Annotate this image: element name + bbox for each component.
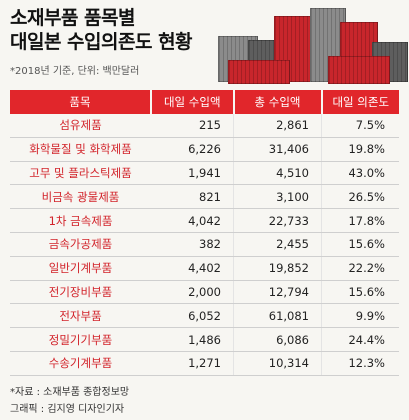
- shipping-containers-illustration: [218, 6, 408, 84]
- item-cell: 섬유제품: [10, 114, 151, 138]
- item-cell: 전기장비부품: [10, 280, 151, 305]
- total-imports-cell: 6,086: [233, 327, 322, 352]
- japan-imports-cell: 6,052: [151, 303, 234, 329]
- dependency-cell: 19.8%: [321, 137, 399, 162]
- container-block: [228, 60, 290, 84]
- table-row: 고무 및 플라스틱제품 1,941 4,510 43.0%: [10, 161, 399, 186]
- item-cell: 전자부품: [10, 303, 151, 329]
- header-item: 품목: [10, 90, 152, 114]
- dependency-cell: 43.0%: [321, 161, 399, 186]
- header-dependency: 대일 의존도: [321, 90, 399, 114]
- table-row: 화학물질 및 화학제품 6,226 31,406 19.8%: [10, 137, 399, 162]
- title-line-2: 대일본 수입의존도 현황: [10, 31, 193, 53]
- source-note: *자료 : 소재부품 종합정보망: [10, 387, 130, 398]
- japan-imports-cell: 382: [151, 232, 234, 257]
- japan-imports-cell: 1,941: [151, 161, 234, 186]
- dependency-cell: 7.5%: [321, 114, 399, 138]
- page-title: 소재부품 품목별 대일본 수입의존도 현황: [10, 6, 193, 54]
- table-row: 금속가공제품 382 2,455 15.6%: [10, 232, 399, 257]
- japan-imports-cell: 4,402: [151, 256, 234, 281]
- total-imports-cell: 19,852: [233, 256, 322, 281]
- header-japan-imports: 대일 수입액: [151, 90, 235, 114]
- dependency-cell: 17.8%: [321, 208, 399, 233]
- item-cell: 비금속 광물제품: [10, 184, 151, 210]
- japan-imports-cell: 2,000: [151, 280, 234, 305]
- total-imports-cell: 61,081: [233, 303, 322, 329]
- total-imports-cell: 31,406: [233, 137, 322, 162]
- dependency-cell: 22.2%: [321, 256, 399, 281]
- table-header-row: 품목 대일 수입액 총 수입액 대일 의존도: [10, 90, 399, 114]
- japan-imports-cell: 4,042: [151, 208, 234, 233]
- total-imports-cell: 12,794: [233, 280, 322, 305]
- dependency-cell: 24.4%: [321, 327, 399, 352]
- japan-imports-cell: 6,226: [151, 137, 234, 162]
- total-imports-cell: 2,861: [233, 114, 322, 138]
- table-row: 전자부품 6,052 61,081 9.9%: [10, 303, 399, 329]
- table-row: 전기장비부품 2,000 12,794 15.6%: [10, 280, 399, 305]
- table-row: 비금속 광물제품 821 3,100 26.5%: [10, 184, 399, 210]
- item-cell: 1차 금속제품: [10, 208, 151, 233]
- container-block: [328, 56, 390, 84]
- total-imports-cell: 22,733: [233, 208, 322, 233]
- item-cell: 고무 및 플라스틱제품: [10, 161, 151, 186]
- title-line-1: 소재부품 품목별: [10, 7, 135, 29]
- total-imports-cell: 4,510: [233, 161, 322, 186]
- dependency-cell: 15.6%: [321, 232, 399, 257]
- japan-imports-cell: 821: [151, 184, 234, 210]
- table-row: 1차 금속제품 4,042 22,733 17.8%: [10, 208, 399, 233]
- dependency-cell: 26.5%: [321, 184, 399, 210]
- table-row: 정밀기기부품 1,486 6,086 24.4%: [10, 327, 399, 352]
- dependency-cell: 12.3%: [321, 351, 399, 376]
- header-total-imports: 총 수입액: [233, 90, 323, 114]
- graphic-credit: 그래픽 : 김지영 디자인기자: [10, 404, 125, 415]
- import-dependency-table: 품목 대일 수입액 총 수입액 대일 의존도 섬유제품 215 2,861 7.5% 화…: [10, 90, 399, 376]
- table-row: 일반기계부품 4,402 19,852 22.2%: [10, 256, 399, 281]
- item-cell: 일반기계부품: [10, 256, 151, 281]
- japan-imports-cell: 1,486: [151, 327, 234, 352]
- japan-imports-cell: 215: [151, 114, 234, 138]
- total-imports-cell: 10,314: [233, 351, 322, 376]
- table-row: 수송기계부품 1,271 10,314 12.3%: [10, 351, 399, 376]
- item-cell: 수송기계부품: [10, 351, 151, 376]
- subtitle: *2018년 기준, 단위: 백만달러: [10, 66, 140, 77]
- total-imports-cell: 2,455: [233, 232, 322, 257]
- japan-imports-cell: 1,271: [151, 351, 234, 376]
- dependency-cell: 9.9%: [321, 303, 399, 329]
- item-cell: 금속가공제품: [10, 232, 151, 257]
- item-cell: 정밀기기부품: [10, 327, 151, 352]
- item-cell: 화학물질 및 화학제품: [10, 137, 151, 162]
- total-imports-cell: 3,100: [233, 184, 322, 210]
- table-row: 섬유제품 215 2,861 7.5%: [10, 114, 399, 138]
- dependency-cell: 15.6%: [321, 280, 399, 305]
